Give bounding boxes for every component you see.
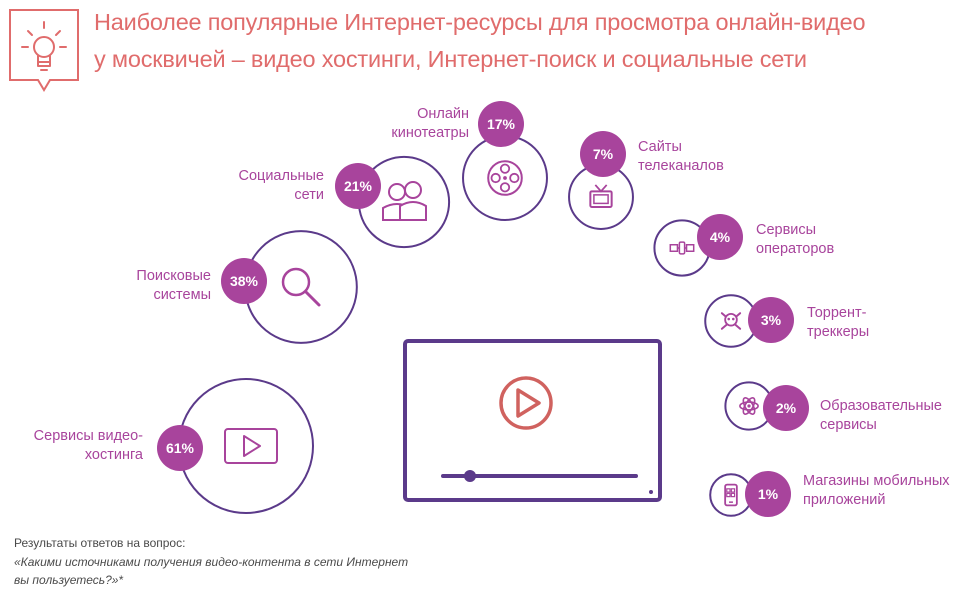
category-label: сервисы: [820, 417, 877, 433]
bubble-item: 2% Образовательные сервисы: [724, 381, 942, 433]
category-label: Торрент-: [807, 305, 867, 321]
category-label: Сайты: [638, 139, 682, 155]
bubble-chart: 61% Сервисы видео-хостинга 38% Поисковые сис…: [34, 101, 950, 517]
search-icon: [281, 267, 321, 307]
category-label: Социальные: [238, 168, 324, 184]
category-label: Поисковые: [136, 268, 211, 284]
category-label: кинотеатры: [391, 125, 469, 141]
category-label: Образовательные: [820, 398, 942, 414]
value-label: 2%: [776, 400, 797, 416]
atom-icon: [739, 397, 759, 415]
lightbulb-icon: [21, 21, 67, 71]
value-label: 4%: [710, 229, 731, 245]
phone-apps-icon: [724, 483, 738, 507]
category-label: системы: [153, 287, 211, 303]
tv-icon: [589, 184, 613, 208]
value-label: 1%: [758, 486, 779, 502]
value-badge: [763, 385, 809, 431]
category-label: телеканалов: [638, 158, 724, 174]
value-badge: [748, 297, 794, 343]
footnote-question-line-2: вы пользуетесь?»*: [14, 573, 124, 587]
value-badge: [335, 163, 381, 209]
value-label: 3%: [761, 312, 782, 328]
value-label: 21%: [344, 178, 373, 194]
value-label: 38%: [230, 273, 259, 289]
category-label: приложений: [803, 492, 886, 508]
footnote-question-intro: Результаты ответов на вопрос:: [14, 536, 186, 550]
play-icon: [224, 428, 278, 464]
category-label: хостинга: [85, 447, 144, 463]
title-line-1: Наиболее популярные Интернет-ресурсы для…: [94, 9, 866, 35]
video-player-illustration: [403, 339, 662, 502]
satellite-icon: [669, 241, 695, 255]
footnote-question-line-1: «Какими источниками получения видео-конт…: [14, 555, 409, 569]
lightbulb-badge: [9, 9, 79, 92]
value-label: 61%: [166, 440, 195, 456]
film-reel-icon: [487, 160, 523, 196]
value-badge: [580, 131, 626, 177]
skull-icon: [720, 312, 742, 330]
title-line-2: у москвичей – видео хостинги, Интернет-п…: [94, 46, 807, 72]
value-badge: [157, 425, 203, 471]
bubble-item: 21% Социальные сети: [238, 155, 451, 249]
bubble-item: 3% Торрент-треккеры: [704, 294, 869, 348]
category-label: Сервисы видео-: [34, 428, 143, 444]
value-badge: [745, 471, 791, 517]
bubble-item: 38% Поисковые системы: [136, 230, 358, 344]
value-badge: [697, 214, 743, 260]
category-label: операторов: [756, 241, 834, 257]
value-badge: [221, 258, 267, 304]
bubble-item: 61% Сервисы видео-хостинга: [34, 378, 314, 514]
people-icon: [382, 181, 427, 221]
category-label: сети: [294, 187, 324, 203]
category-label: Магазины мобильных: [803, 473, 950, 489]
category-label: Онлайн: [417, 106, 469, 122]
category-label: треккеры: [807, 324, 869, 340]
bubble-item: 17% Онлайн кинотеатры: [391, 101, 548, 221]
value-badge: [478, 101, 524, 147]
value-label: 7%: [593, 146, 614, 162]
bubble-item: 1% Магазины мобильных приложений: [709, 471, 950, 517]
category-label: Сервисы: [756, 222, 816, 238]
bubble-item: 7% Сайты телеканалов: [568, 131, 724, 230]
value-label: 17%: [487, 116, 516, 132]
bubble-item: 4% Сервисы операторов: [653, 214, 834, 277]
